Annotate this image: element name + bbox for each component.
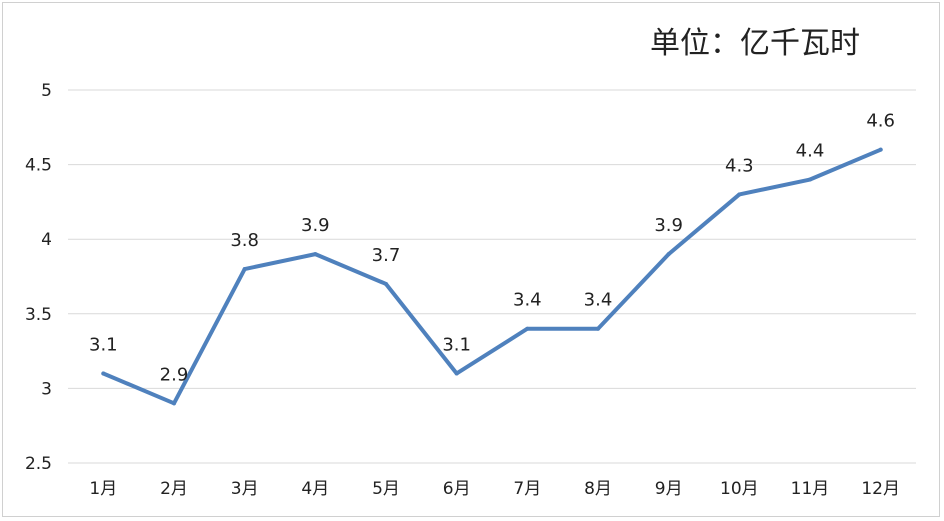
data-point (242, 267, 247, 272)
data-label: 3.4 (584, 290, 613, 311)
data-point (454, 371, 459, 376)
x-tick-label: 8月 (584, 479, 612, 499)
data-label: 3.1 (89, 334, 118, 355)
x-tick-label: 5月 (372, 479, 400, 499)
data-label: 4.3 (725, 155, 754, 176)
y-tick-label: 4 (41, 230, 52, 250)
data-point (737, 192, 742, 197)
data-label: 3.8 (230, 230, 259, 251)
data-label: 3.7 (372, 245, 401, 266)
series-layer (101, 147, 883, 406)
data-point (313, 252, 318, 257)
data-labels: 3.1 2.9 3.8 3.9 3.7 3.1 3.4 3.4 3.9 4.3 4.4 4.6 (89, 111, 895, 386)
data-point (666, 252, 671, 257)
x-tick-label: 9月 (655, 479, 683, 499)
data-point (172, 401, 176, 406)
x-tick-label: 12月 (861, 479, 900, 499)
x-tick-label: 7月 (513, 479, 541, 499)
x-tick-label: 4月 (301, 479, 329, 499)
gridlines (68, 89, 916, 464)
unit-label: 单位：亿千瓦时 (650, 26, 860, 61)
data-point (384, 281, 388, 286)
y-tick-label: 4.5 (25, 156, 52, 176)
x-axis-ticks: 1月 2月 3月 4月 5月 6月 7月 8月 9月 10月 11月 12月 (89, 479, 900, 499)
data-point (596, 326, 600, 331)
data-point (525, 326, 530, 331)
data-point (878, 147, 883, 152)
data-label: 3.1 (442, 334, 471, 355)
y-tick-label: 5 (41, 81, 52, 101)
data-label: 4.4 (796, 141, 825, 162)
data-point (808, 177, 812, 182)
y-tick-label: 2.5 (25, 454, 52, 474)
data-label: 2.9 (160, 364, 189, 385)
data-label: 3.9 (301, 215, 330, 236)
x-tick-label: 11月 (791, 479, 830, 499)
data-label: 3.9 (654, 215, 683, 236)
y-tick-label: 3 (41, 379, 52, 399)
y-tick-label: 3.5 (25, 305, 52, 325)
data-label: 4.6 (866, 111, 895, 132)
data-label: 3.4 (513, 290, 542, 311)
x-tick-label: 10月 (720, 479, 759, 499)
data-point (101, 371, 106, 376)
x-tick-label: 2月 (160, 479, 188, 499)
y-axis-ticks: 2.5 3 3.5 4 4.5 5 (25, 81, 52, 474)
series-line (101, 147, 883, 406)
x-tick-label: 1月 (89, 479, 117, 499)
x-tick-label: 3月 (231, 479, 259, 499)
x-tick-label: 6月 (443, 479, 471, 499)
